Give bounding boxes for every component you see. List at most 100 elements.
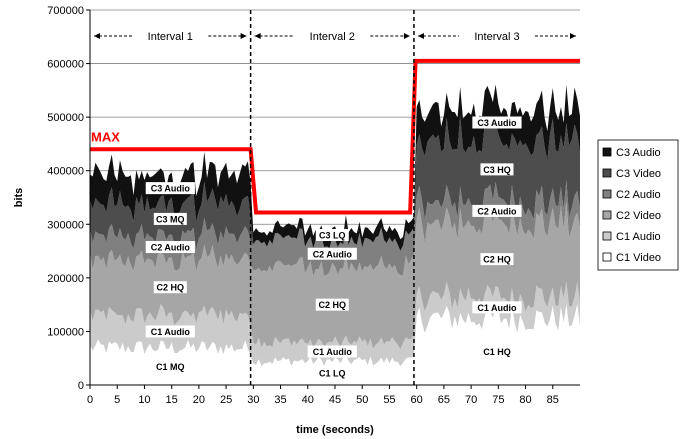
legend-swatch-c2-video: [602, 210, 612, 220]
interval-labels: Interval 1 Interval 2 Interval 3: [94, 31, 576, 43]
band-label-c1-video-interval-2: C1 LQ: [315, 366, 349, 379]
interval-label-1: Interval 1: [148, 31, 193, 43]
band-label-c3-audio-interval-2: C3 LQ: [315, 229, 349, 241]
x-tick-label-10: 10: [138, 394, 150, 406]
band-label-box: [307, 345, 357, 358]
interval-label-2: Interval 2: [310, 31, 355, 43]
legend-label-c3-audio: C3 Audio: [616, 147, 661, 159]
band-label-box: [145, 241, 195, 254]
band-label-text: C2 Audio: [313, 249, 353, 259]
legend-swatch-c2-audio: [602, 189, 612, 199]
y-tick-label-100000: 100000: [47, 326, 84, 338]
band-label-box: [153, 281, 187, 294]
x-tick-label-65: 65: [438, 394, 450, 406]
legend-label-c2-audio: C2 Audio: [616, 189, 661, 201]
x-tick-label-30: 30: [247, 394, 259, 406]
area-c2-video: [90, 201, 580, 350]
y-tick-label-700000: 700000: [47, 5, 84, 17]
band-label-box: [153, 212, 187, 225]
tick-labels: 0100000200000300000400000500000600000700…: [47, 5, 559, 406]
max-label: MAX: [91, 129, 120, 144]
band-label-c2-audio-interval-2: C2 Audio: [307, 247, 357, 260]
band-label-box: [145, 325, 195, 338]
legend-swatch-c1-audio: [602, 231, 612, 241]
legend-swatch-c3-audio: [602, 147, 612, 157]
x-tick-label-50: 50: [356, 394, 368, 406]
band-label-box: [315, 366, 349, 379]
band-label-box: [145, 182, 195, 195]
band-label-c2-video-interval-3: C2 HQ: [480, 253, 514, 266]
band-label-box: [472, 204, 522, 217]
band-label-c3-video-interval-3: C3 HQ: [480, 163, 514, 176]
band-label-box: [480, 345, 514, 358]
legend-label-c2-video: C2 Video: [616, 210, 661, 222]
x-tick-label-70: 70: [465, 394, 477, 406]
band-label-c2-video-interval-2: C2 HQ: [315, 298, 349, 311]
band-label-text: C2 HQ: [483, 255, 511, 265]
x-axis-title: time (seconds): [296, 424, 374, 436]
x-tick-label-15: 15: [166, 394, 178, 406]
max-line-group: [90, 58, 580, 215]
band-label-text: C2 Audio: [151, 243, 191, 253]
interval-arrowhead-right-1: [240, 33, 247, 39]
y-tick-label-500000: 500000: [47, 112, 84, 124]
legend-label-c3-video: C3 Video: [616, 168, 661, 180]
band-label-box: [472, 301, 522, 314]
band-label-text: C2 Audio: [477, 206, 517, 216]
x-tick-label-5: 5: [114, 394, 120, 406]
interval-arrowhead-right-2: [403, 33, 410, 39]
band-label-box: [315, 298, 349, 311]
band-label-box: [307, 247, 357, 260]
legend-box: [597, 139, 679, 271]
band-label-c1-audio-interval-3: C1 Audio: [472, 301, 522, 314]
x-tick-label-45: 45: [329, 394, 341, 406]
x-tick-label-25: 25: [220, 394, 232, 406]
band-label-c1-video-interval-1: C1 MQ: [153, 360, 187, 373]
band-label-text: C3 LQ: [319, 231, 346, 241]
band-label-c3-audio-interval-1: C3 Audio: [145, 182, 195, 195]
band-label-box: [472, 116, 522, 129]
y-axis-title: bits: [13, 188, 25, 208]
band-label-text: C2 HQ: [319, 300, 347, 310]
band-label-text: C2 HQ: [157, 283, 185, 293]
legend-swatch-c3-video: [602, 168, 612, 178]
x-tick-label-40: 40: [302, 394, 314, 406]
x-tick-label-85: 85: [547, 394, 559, 406]
band-label-box: [480, 253, 514, 266]
band-label-text: C1 Audio: [313, 347, 353, 357]
band-label-c1-audio-interval-1: C1 Audio: [145, 325, 195, 338]
x-tick-label-80: 80: [519, 394, 531, 406]
x-tick-label-55: 55: [383, 394, 395, 406]
y-tick-label-300000: 300000: [47, 219, 84, 231]
area-c1-video: [90, 303, 580, 385]
x-tick-label-75: 75: [492, 394, 504, 406]
band-label-text: C3 Audio: [477, 118, 517, 128]
band-label-c2-audio-interval-3: C2 Audio: [472, 204, 522, 217]
area-c3-audio: [90, 84, 580, 251]
area-c3-video: [90, 115, 580, 251]
band-label-text: C1 Audio: [151, 327, 191, 337]
y-tick-label-400000: 400000: [47, 166, 84, 178]
interval-arrowhead-right-3: [570, 33, 576, 39]
band-label-box: [153, 360, 187, 373]
band-label-text: C1 LQ: [319, 368, 346, 378]
max-line: [90, 58, 580, 215]
band-label-text: C3 MQ: [156, 214, 185, 224]
band-label-c1-audio-interval-2: C1 Audio: [307, 345, 357, 358]
band-label-box: [480, 163, 514, 176]
legend-label-c1-audio: C1 Audio: [616, 231, 661, 243]
y-tick-label-600000: 600000: [47, 59, 84, 71]
band-label-text: C1 Audio: [477, 303, 517, 313]
x-tick-label-35: 35: [274, 394, 286, 406]
interval-arrowhead-left-2: [254, 33, 261, 39]
interval-arrowhead-left-3: [417, 33, 424, 39]
band-label-c3-audio-interval-3: C3 Audio: [472, 116, 522, 129]
band-label-c2-video-interval-1: C2 HQ: [153, 281, 187, 294]
interval-label-3: Interval 3: [474, 31, 519, 43]
band-label-box: [315, 229, 349, 241]
band-label-c1-video-interval-3: C1 HQ: [480, 345, 514, 358]
band-label-text: C3 Audio: [151, 184, 191, 194]
band-label-text: C1 HQ: [483, 347, 511, 357]
interval-arrowhead-left-1: [94, 33, 100, 39]
